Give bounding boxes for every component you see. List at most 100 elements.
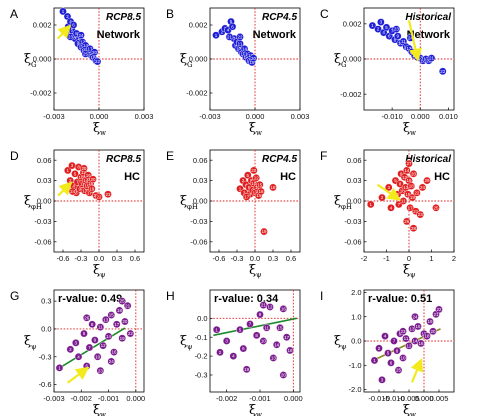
- data-point-label: 7: [249, 322, 252, 327]
- data-point-label: 13: [409, 326, 415, 331]
- y-axis-subscript: φH: [341, 203, 352, 211]
- data-point: [405, 342, 413, 350]
- x-axis-subscript: ψ: [410, 271, 416, 279]
- x-axis-subscript: w: [100, 411, 106, 416]
- data-point-label: 25: [83, 52, 89, 57]
- data-point-label: 22: [440, 69, 446, 74]
- x-tick-label: -0.001: [249, 394, 270, 403]
- y-tick-label: 0.00: [37, 197, 52, 206]
- data-point: [252, 174, 261, 182]
- data-point-label: 20: [411, 171, 417, 176]
- data-point-label: 2: [221, 29, 224, 34]
- data-point: [81, 50, 90, 58]
- data-point-label: 10: [400, 356, 406, 361]
- data-point: [427, 54, 436, 62]
- panel-G: -0.003 -0.002 -0.001 0.000-0.6-0.30.00.3ξ ψξ…: [10, 289, 145, 416]
- data-point-label: 20: [251, 168, 257, 173]
- data-point-label: 9: [94, 338, 97, 343]
- y-axis-subscript: φH: [187, 203, 198, 211]
- data-point-label: 5: [83, 331, 86, 336]
- data-point-label: 12: [267, 305, 273, 310]
- x-axis-symbol: ξ: [249, 263, 256, 278]
- x-tick-label: -2: [361, 254, 368, 263]
- data-point-label: 4: [384, 334, 387, 339]
- data-point-label: 14: [412, 339, 418, 344]
- panel-title: Historical: [405, 12, 451, 23]
- y-tick-label: -0.002: [186, 89, 207, 98]
- yellow-arrow: [66, 366, 90, 384]
- data-point-label: 14: [83, 178, 89, 183]
- data-point-label: 19: [90, 55, 96, 60]
- data-point-label: 18: [409, 184, 415, 189]
- data-point-label: 11: [264, 325, 269, 330]
- data-point-label: 11: [80, 182, 85, 187]
- x-tick-label: 0.005: [430, 394, 449, 403]
- data-point-label: 3: [387, 185, 390, 190]
- data-point: [239, 344, 248, 353]
- data-point: [402, 334, 410, 343]
- y-tick-label: -0.06: [34, 237, 51, 246]
- data-point-label: 2: [69, 178, 72, 183]
- yellow-arrow: [56, 24, 72, 40]
- data-point: [64, 166, 72, 175]
- data-point-label: 18: [270, 185, 276, 190]
- x-axis-symbol: ξ: [93, 263, 100, 278]
- data-point-label: 7: [398, 202, 401, 207]
- data-point-label: 19: [89, 186, 95, 191]
- x-axis-symbol: ξ: [249, 121, 256, 136]
- data-point-label: 6: [85, 364, 88, 369]
- data-point-label: 17: [114, 322, 120, 327]
- data-point-label: 7: [233, 36, 236, 41]
- data-point: [246, 320, 254, 328]
- data-point-label: 2: [378, 346, 381, 351]
- data-point: [269, 183, 277, 192]
- x-tick-label: 0.3: [268, 254, 278, 263]
- data-point: [409, 169, 418, 178]
- y-tick-label: 0.03: [347, 176, 362, 185]
- y-tick-label: -0.002: [30, 89, 51, 98]
- data-point-label: 12: [406, 343, 412, 348]
- x-tick-label: -0.003: [199, 112, 220, 121]
- data-point: [71, 169, 79, 178]
- data-point-label: 4: [232, 354, 235, 359]
- data-point: [426, 317, 434, 326]
- data-point: [104, 332, 113, 341]
- data-point-label: 29: [424, 178, 430, 183]
- y-axis-subscript: φH: [31, 203, 42, 211]
- data-point: [88, 320, 96, 329]
- data-point: [423, 332, 431, 340]
- y-tick-label: 0.0: [197, 314, 207, 323]
- panel-title: RCP4.5: [262, 12, 297, 23]
- panel-F: -2 -1 0 1 2-0.06-0.030.000.030.06ξ φHξ ψF Histo…: [320, 149, 456, 279]
- data-point-label: 5: [74, 171, 77, 176]
- data-point: [107, 357, 116, 366]
- data-point-label: 1: [215, 327, 218, 332]
- data-point: [236, 33, 244, 41]
- data-point-label: 4: [73, 184, 76, 189]
- data-point: [392, 25, 401, 33]
- data-point: [118, 334, 126, 343]
- x-tick-label: 0.003: [291, 112, 310, 121]
- data-point-label: 1: [62, 9, 65, 14]
- data-point: [399, 354, 407, 362]
- panel-label: I: [320, 289, 323, 303]
- data-point-label: 1: [67, 168, 70, 173]
- data-point-label: 4: [245, 182, 248, 187]
- y-axis-symbol: ξ: [180, 194, 187, 209]
- y-tick-label: 0.03: [193, 176, 208, 185]
- data-point: [262, 323, 271, 332]
- data-point-label: 10: [78, 175, 84, 180]
- data-point-label: 5: [239, 327, 242, 332]
- data-point-label: 6: [75, 190, 78, 195]
- data-point: [95, 193, 103, 201]
- data-point-label: 10: [95, 354, 101, 359]
- y-tick-label: 0.0: [41, 325, 51, 334]
- y-axis-subscript: G: [341, 61, 347, 69]
- data-point-label: 21: [433, 312, 439, 317]
- x-tick-label: -0.005: [398, 394, 419, 403]
- panel-label: H: [166, 289, 175, 303]
- data-point-label: 19: [410, 195, 416, 200]
- data-point-label: 14: [256, 193, 262, 198]
- x-tick-label: -0.002: [216, 394, 237, 403]
- x-tick-label: 0.6: [286, 254, 296, 263]
